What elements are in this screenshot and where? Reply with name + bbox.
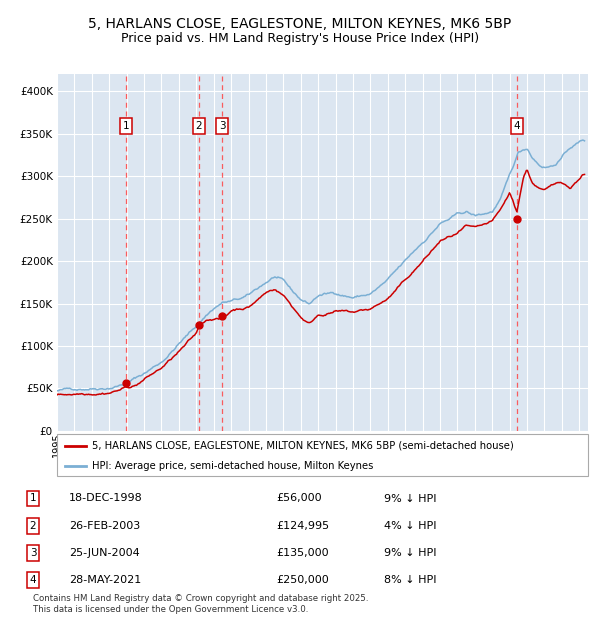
Text: 25-JUN-2004: 25-JUN-2004: [69, 548, 140, 558]
Text: 9% ↓ HPI: 9% ↓ HPI: [384, 494, 437, 503]
Text: Price paid vs. HM Land Registry's House Price Index (HPI): Price paid vs. HM Land Registry's House …: [121, 32, 479, 45]
Text: 2: 2: [29, 521, 37, 531]
Text: 28-MAY-2021: 28-MAY-2021: [69, 575, 141, 585]
Text: 4% ↓ HPI: 4% ↓ HPI: [384, 521, 437, 531]
Text: 9% ↓ HPI: 9% ↓ HPI: [384, 548, 437, 558]
Text: 3: 3: [219, 121, 226, 131]
Text: £135,000: £135,000: [276, 548, 329, 558]
Text: 8% ↓ HPI: 8% ↓ HPI: [384, 575, 437, 585]
Text: 1: 1: [29, 494, 37, 503]
Text: Contains HM Land Registry data © Crown copyright and database right 2025.
This d: Contains HM Land Registry data © Crown c…: [33, 595, 368, 614]
Text: 2: 2: [196, 121, 202, 131]
Text: £250,000: £250,000: [276, 575, 329, 585]
Text: 5, HARLANS CLOSE, EAGLESTONE, MILTON KEYNES, MK6 5BP (semi-detached house): 5, HARLANS CLOSE, EAGLESTONE, MILTON KEY…: [92, 441, 513, 451]
Text: 18-DEC-1998: 18-DEC-1998: [69, 494, 143, 503]
Text: 3: 3: [29, 548, 37, 558]
Text: HPI: Average price, semi-detached house, Milton Keynes: HPI: Average price, semi-detached house,…: [92, 461, 373, 471]
Text: 1: 1: [122, 121, 129, 131]
Text: £124,995: £124,995: [276, 521, 329, 531]
Text: 4: 4: [514, 121, 520, 131]
Text: 5, HARLANS CLOSE, EAGLESTONE, MILTON KEYNES, MK6 5BP: 5, HARLANS CLOSE, EAGLESTONE, MILTON KEY…: [88, 17, 512, 32]
Text: £56,000: £56,000: [276, 494, 322, 503]
Text: 4: 4: [29, 575, 37, 585]
Text: 26-FEB-2003: 26-FEB-2003: [69, 521, 140, 531]
